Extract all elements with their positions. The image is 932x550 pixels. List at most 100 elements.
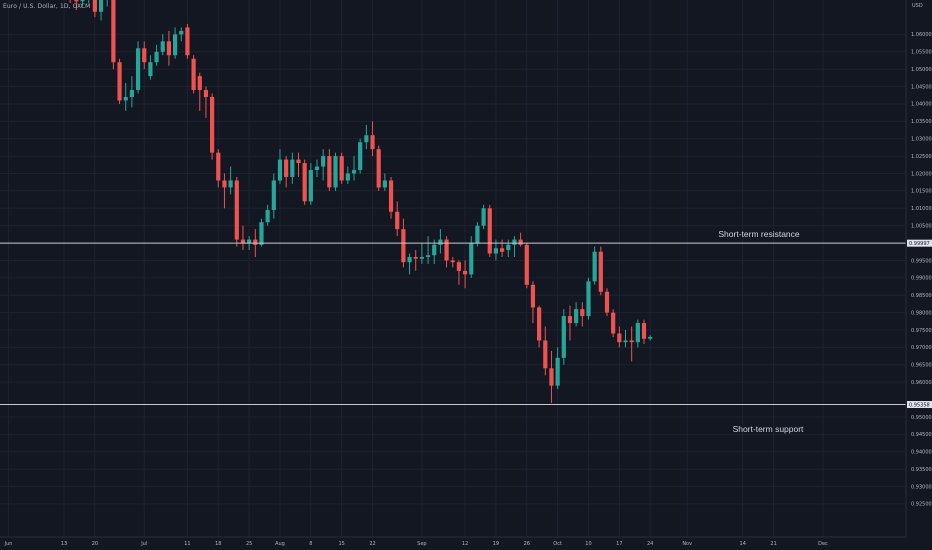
candle-down[interactable] — [370, 121, 375, 157]
candle-down[interactable] — [327, 149, 332, 191]
candle-down[interactable] — [598, 246, 603, 296]
candle-up[interactable] — [259, 218, 264, 247]
candle-up[interactable] — [129, 76, 134, 108]
candle-up[interactable] — [277, 149, 283, 184]
candle-up[interactable] — [87, 0, 91, 4]
candle-up[interactable] — [321, 149, 326, 181]
candle-down[interactable] — [142, 41, 147, 70]
candle-up[interactable] — [308, 163, 313, 205]
candle-up[interactable] — [574, 302, 579, 327]
candle-up[interactable] — [271, 173, 276, 219]
candle-down[interactable] — [185, 23, 190, 59]
candle-up[interactable] — [135, 41, 141, 94]
candle-down[interactable] — [395, 201, 400, 237]
candle-down[interactable] — [462, 260, 468, 289]
candle-up[interactable] — [382, 173, 387, 191]
candle-up[interactable] — [419, 243, 424, 264]
candle-down[interactable] — [376, 145, 381, 191]
candle-down[interactable] — [210, 93, 215, 160]
candle-up[interactable] — [506, 239, 511, 257]
candle-down[interactable] — [537, 305, 542, 348]
candle-down[interactable] — [629, 326, 634, 362]
candle-up[interactable] — [105, 0, 109, 7]
candle-up[interactable] — [635, 319, 640, 348]
candle-up[interactable] — [98, 0, 104, 21]
candle-up[interactable] — [438, 229, 443, 254]
candle-up[interactable] — [351, 156, 357, 181]
candle-down[interactable] — [166, 30, 172, 66]
price-tick-label: 1.01500 — [911, 189, 932, 195]
candle-up[interactable] — [123, 83, 128, 111]
candle-up[interactable] — [345, 166, 350, 184]
candle-up[interactable] — [160, 34, 165, 56]
candle-down[interactable] — [234, 176, 239, 247]
candle-down[interactable] — [339, 152, 344, 184]
candle-down[interactable] — [111, 0, 116, 70]
candle-up[interactable] — [154, 44, 159, 66]
candle-up[interactable] — [475, 222, 480, 247]
candle-down[interactable] — [611, 309, 616, 337]
candle-up[interactable] — [512, 236, 517, 257]
candle-down[interactable] — [191, 55, 196, 94]
candle-down[interactable] — [444, 236, 449, 268]
candle-down[interactable] — [296, 152, 301, 177]
candle-up[interactable] — [172, 27, 178, 59]
candle-up[interactable] — [290, 152, 295, 184]
candle-down[interactable] — [388, 176, 394, 219]
candle-down[interactable] — [518, 232, 523, 247]
candle-down[interactable] — [617, 326, 622, 348]
candle-body — [290, 159, 295, 177]
candle-up[interactable] — [648, 335, 653, 341]
candle-up[interactable] — [179, 27, 184, 42]
candle-down[interactable] — [487, 204, 492, 257]
candle-down[interactable] — [604, 288, 610, 317]
candle-up[interactable] — [333, 152, 338, 191]
candle-down[interactable] — [549, 350, 554, 404]
candle-down[interactable] — [567, 305, 573, 341]
candle-down[interactable] — [500, 239, 505, 257]
candle-down[interactable] — [203, 86, 209, 118]
candle-up[interactable] — [592, 246, 597, 285]
candle-up[interactable] — [481, 204, 486, 230]
candle-down[interactable] — [413, 250, 418, 271]
candle-body — [456, 262, 462, 271]
candle-down[interactable] — [302, 159, 307, 205]
candle-up[interactable] — [555, 347, 560, 390]
candle-down[interactable] — [524, 243, 529, 289]
time-axis[interactable]: Jun 13 20 Jul 11 18 25 Aug 8 15 22 Sep 12 19 26 Oct 10 17… — [0, 536, 906, 547]
candle-down[interactable] — [450, 256, 455, 268]
candle-up[interactable] — [358, 138, 363, 174]
candle-down[interactable] — [117, 58, 122, 104]
candle-up[interactable] — [265, 204, 270, 226]
date-tick-label: 10 — [585, 541, 591, 547]
candle-body — [592, 251, 597, 282]
candle-down[interactable] — [580, 302, 585, 327]
candle-up[interactable] — [425, 236, 431, 264]
candle-up[interactable] — [364, 124, 369, 150]
candle-up[interactable] — [623, 330, 628, 348]
candle-body — [358, 142, 363, 171]
candle-down[interactable] — [530, 281, 536, 324]
candle-up[interactable] — [586, 277, 591, 320]
candle-up[interactable] — [228, 166, 233, 195]
candle-up[interactable] — [80, 0, 85, 7]
candle-down[interactable] — [543, 326, 548, 376]
candle-down[interactable] — [240, 225, 246, 251]
candle-up[interactable] — [407, 253, 412, 275]
candle-body — [210, 96, 215, 153]
candle-down[interactable] — [284, 156, 289, 188]
candle-body — [185, 27, 190, 56]
date-tick-label: 22 — [369, 541, 375, 547]
candle-up[interactable] — [314, 159, 320, 177]
candle-up[interactable] — [561, 309, 566, 365]
candle-down[interactable] — [456, 260, 462, 285]
candle-down[interactable] — [74, 0, 79, 11]
candle-down[interactable] — [222, 173, 227, 209]
price-axis[interactable]: 1.06000 1.05500 1.05000 1.04500 1.04000 1.035… — [905, 0, 932, 537]
candle-down[interactable] — [216, 149, 221, 188]
candle-down[interactable] — [92, 0, 97, 17]
candle-up[interactable] — [148, 55, 153, 80]
candle-down[interactable] — [641, 319, 647, 344]
candle-down[interactable] — [197, 72, 202, 111]
